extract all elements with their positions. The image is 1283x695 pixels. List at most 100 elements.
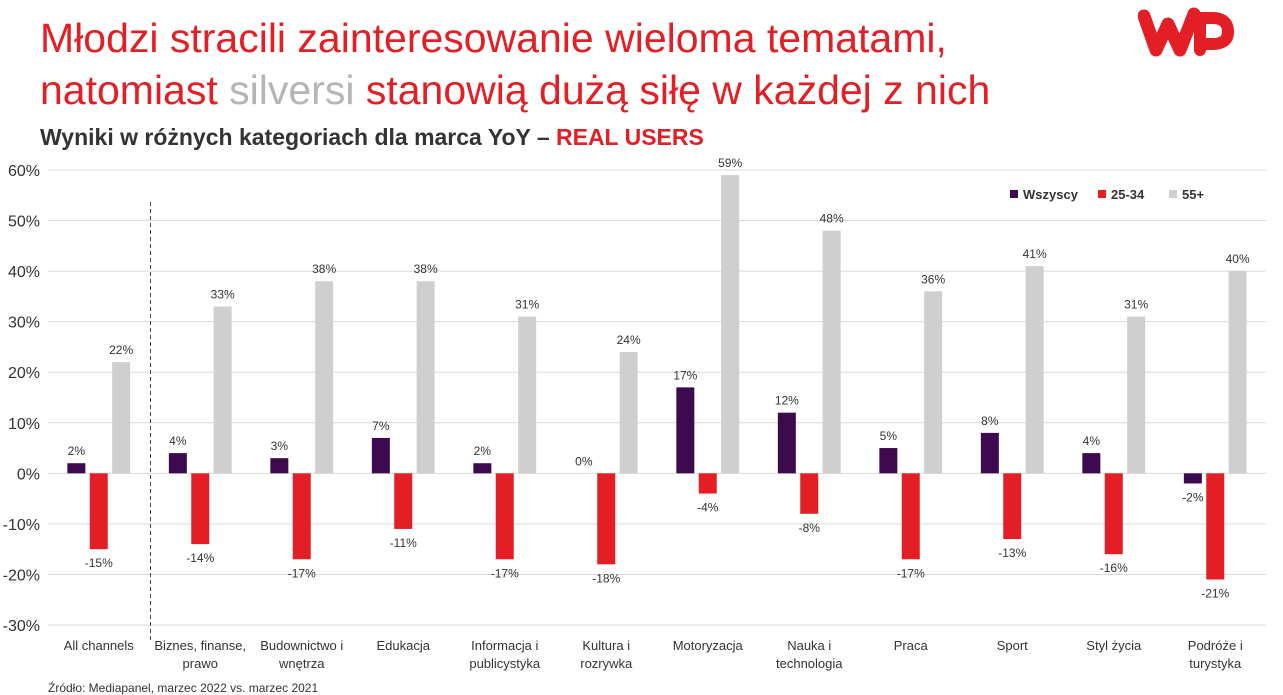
data-label: -17% — [491, 566, 519, 580]
bar — [619, 352, 638, 474]
data-label: -17% — [288, 566, 316, 580]
bar — [980, 432, 999, 474]
data-label: -15% — [85, 556, 113, 570]
bar — [416, 281, 435, 474]
x-tick-label: Sport — [997, 638, 1028, 653]
source-note: Źródło: Mediapanel, marzec 2022 vs. marz… — [48, 681, 319, 695]
data-label: 3% — [271, 439, 289, 453]
y-tick-label: -30% — [3, 618, 40, 635]
legend-label: Wszyscy — [1023, 187, 1079, 202]
y-tick-label: 50% — [8, 214, 40, 231]
legend-label: 25-34 — [1111, 187, 1145, 202]
bar — [292, 473, 311, 560]
data-label: 31% — [515, 298, 539, 312]
legend-swatch — [1010, 190, 1018, 198]
bar — [168, 453, 187, 474]
bar — [698, 473, 717, 494]
x-tick-label: turystyka — [1189, 656, 1242, 671]
data-label: -11% — [390, 536, 417, 550]
x-tick-label: publicystyka — [469, 656, 541, 671]
data-label: -8% — [799, 521, 821, 535]
bar — [1228, 271, 1247, 474]
data-label: 8% — [981, 414, 999, 428]
data-label: -14% — [186, 551, 214, 565]
page-title: Młodzi stracili zainteresowanie wieloma … — [40, 12, 1140, 116]
data-label: 2% — [68, 444, 86, 458]
data-label: 31% — [1124, 298, 1148, 312]
subtitle-highlight: REAL USERS — [556, 124, 704, 150]
bar — [1206, 473, 1225, 580]
x-tick-label: prawo — [183, 656, 218, 671]
title-line-1: Młodzi stracili zainteresowanie wieloma … — [40, 15, 947, 61]
bar — [800, 473, 819, 514]
data-label: 38% — [414, 262, 438, 276]
data-label: -13% — [998, 546, 1026, 560]
data-label: 12% — [775, 394, 799, 408]
legend-label: 55+ — [1182, 187, 1204, 202]
data-label: 4% — [1083, 434, 1101, 448]
x-tick-label: All channels — [64, 638, 135, 653]
bar — [1003, 473, 1022, 540]
legend-swatch — [1169, 190, 1177, 198]
bar — [1082, 453, 1101, 474]
data-label: 0% — [575, 454, 593, 468]
bar — [1104, 473, 1123, 555]
bar — [89, 473, 108, 550]
data-label: 5% — [880, 429, 898, 443]
data-label: 22% — [109, 343, 133, 357]
y-tick-label: 10% — [8, 416, 40, 433]
data-label: 33% — [211, 288, 235, 302]
bar — [777, 412, 796, 474]
data-label: 2% — [474, 444, 492, 458]
y-tick-label: 0% — [17, 466, 40, 483]
bar — [112, 362, 131, 474]
title-line-2-start: natomiast — [40, 67, 230, 113]
x-tick-label: Styl życia — [1086, 638, 1142, 653]
y-tick-label: 40% — [8, 264, 40, 281]
bar — [67, 463, 86, 474]
data-label: -18% — [592, 571, 620, 585]
bar — [394, 473, 413, 529]
data-label: 4% — [169, 434, 187, 448]
bar — [721, 175, 740, 474]
data-label: -4% — [697, 501, 719, 515]
bar — [1183, 473, 1202, 484]
data-label: 41% — [1023, 247, 1047, 261]
y-tick-label: -20% — [3, 567, 40, 584]
data-label: 17% — [673, 368, 697, 382]
bar — [924, 291, 943, 474]
y-tick-label: 60% — [8, 163, 40, 180]
x-tick-label: Podróże i — [1188, 638, 1243, 653]
title-line-2-end: stanowią dużą siłę w każdej z nich — [354, 67, 991, 113]
data-label: 48% — [820, 212, 844, 226]
x-tick-label: Praca — [894, 638, 929, 653]
bar — [371, 437, 390, 474]
bar — [676, 387, 695, 474]
data-label: 24% — [617, 333, 641, 347]
x-tick-label: Edukacja — [377, 638, 431, 653]
bar — [473, 463, 492, 474]
x-tick-label: Informacja i — [471, 638, 538, 653]
bar — [191, 473, 210, 545]
bar — [597, 473, 616, 565]
bar — [213, 306, 232, 474]
bar — [1127, 316, 1146, 474]
bar — [518, 316, 537, 474]
data-label: 36% — [921, 272, 945, 286]
bar — [822, 230, 841, 474]
x-tick-label: Biznes, finanse, — [154, 638, 246, 653]
bar — [270, 458, 289, 474]
y-tick-label: 30% — [8, 315, 40, 332]
data-label: 59% — [718, 156, 742, 170]
data-label: -2% — [1182, 490, 1204, 504]
x-tick-label: Nauka i — [787, 638, 831, 653]
bar — [315, 281, 334, 474]
y-tick-label: 20% — [8, 365, 40, 382]
bar — [1025, 266, 1044, 474]
chart-subtitle: Wyniki w różnych kategoriach dla marca Y… — [40, 124, 704, 151]
data-label: -21% — [1201, 587, 1229, 601]
x-tick-label: Kultura i — [582, 638, 630, 653]
x-tick-label: Motoryzacja — [673, 638, 744, 653]
bar — [879, 448, 898, 474]
wp-logo — [1138, 7, 1234, 57]
